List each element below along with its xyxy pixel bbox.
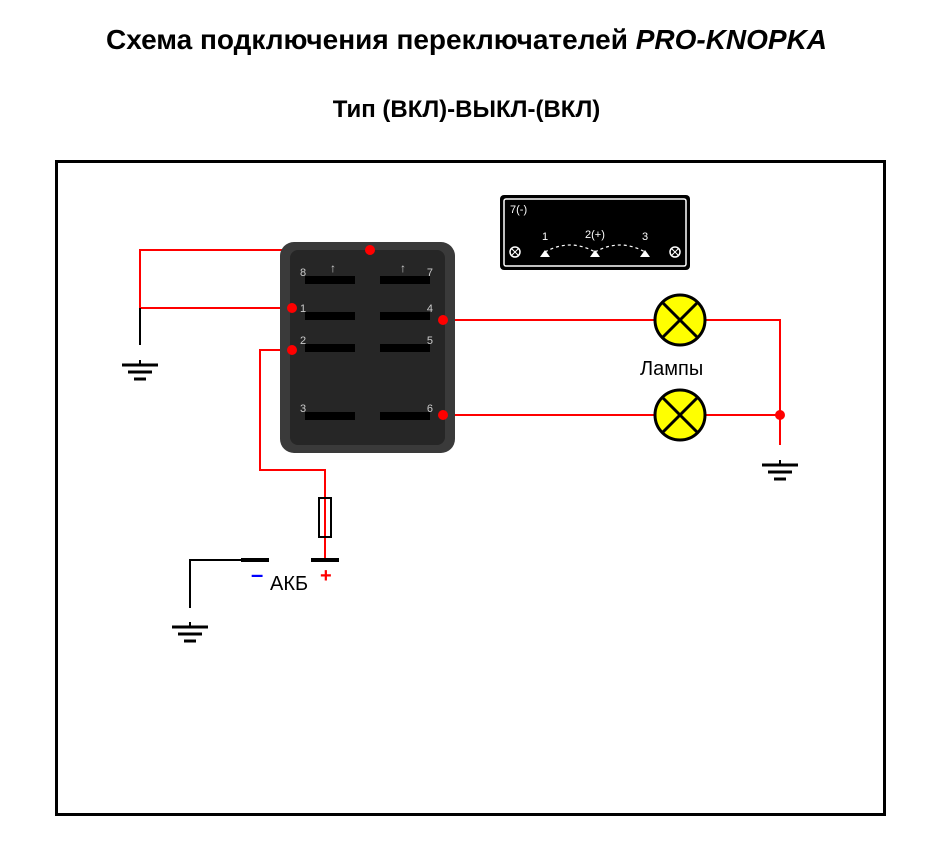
svg-text:3: 3 <box>642 231 648 243</box>
svg-text:8: 8 <box>300 267 306 279</box>
svg-text:1: 1 <box>542 231 548 243</box>
svg-text:7(-): 7(-) <box>510 204 527 216</box>
svg-text:5: 5 <box>427 335 433 347</box>
svg-text:↑: ↑ <box>330 261 336 275</box>
svg-text:–: – <box>251 562 263 587</box>
svg-text:3: 3 <box>300 403 306 415</box>
page: Схема подключения переключателей PRO-KNO… <box>0 0 933 843</box>
svg-text:7: 7 <box>427 267 433 279</box>
svg-text:↑: ↑ <box>400 261 406 275</box>
svg-text:АКБ: АКБ <box>270 573 308 595</box>
svg-text:4: 4 <box>427 303 433 315</box>
svg-text:6: 6 <box>427 403 433 415</box>
svg-text:Лампы: Лампы <box>640 358 703 380</box>
svg-text:2: 2 <box>300 335 306 347</box>
diagram-svg: Лампы 8 7 ↑ ↑ 1 4 2 5 3 6 – + АКБ 7(-) 1 2(+) 3 <box>0 0 933 843</box>
svg-text:2(+): 2(+) <box>585 229 605 241</box>
svg-text:1: 1 <box>300 303 306 315</box>
svg-text:+: + <box>320 565 332 587</box>
